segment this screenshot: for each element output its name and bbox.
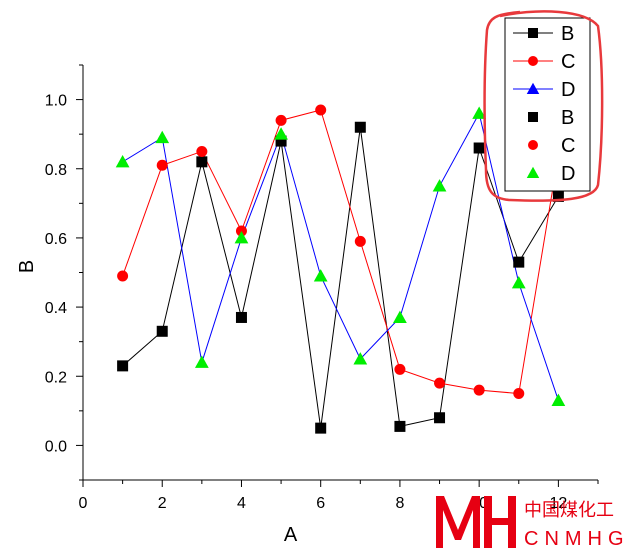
x-axis-title: A bbox=[284, 524, 298, 546]
series-markers-D bbox=[115, 106, 566, 406]
data-point bbox=[274, 127, 288, 140]
x-tick-label: 4 bbox=[237, 495, 246, 512]
data-point bbox=[472, 106, 487, 119]
legend-label: D bbox=[561, 163, 575, 185]
legend-entry: D bbox=[526, 163, 575, 185]
data-point bbox=[394, 420, 406, 432]
data-point bbox=[551, 393, 566, 406]
series-line-C bbox=[122, 109, 559, 395]
series-path bbox=[122, 109, 559, 395]
data-point bbox=[432, 179, 447, 192]
watermark-logo: 中国煤化工 CNMHG bbox=[436, 496, 627, 550]
legend-marker-swatch bbox=[528, 28, 538, 38]
legend-box bbox=[504, 17, 591, 192]
data-point bbox=[354, 235, 366, 247]
data-point bbox=[394, 363, 406, 375]
data-point bbox=[196, 156, 208, 168]
data-point bbox=[234, 231, 249, 244]
legend-marker-swatch bbox=[528, 56, 538, 66]
legend-label: D bbox=[561, 79, 575, 101]
data-point bbox=[275, 135, 287, 147]
legend-marker-swatch bbox=[528, 112, 538, 122]
data-point bbox=[155, 130, 170, 144]
legend-label: C bbox=[561, 135, 575, 157]
data-point bbox=[473, 142, 485, 154]
x-tick-label: 2 bbox=[158, 495, 167, 512]
y-tick-label: 0.4 bbox=[45, 300, 67, 317]
watermark-mark bbox=[436, 496, 516, 548]
watermark-text-en: CNMHG bbox=[524, 528, 627, 550]
data-point bbox=[434, 412, 446, 424]
data-point bbox=[513, 256, 525, 268]
data-point bbox=[354, 121, 366, 133]
series-markers-B bbox=[117, 121, 564, 434]
data-point bbox=[196, 145, 208, 157]
data-point bbox=[115, 154, 130, 168]
x-tick-label: 6 bbox=[316, 495, 325, 512]
data-point bbox=[315, 422, 327, 434]
data-point bbox=[353, 352, 368, 365]
legend-marker-swatch bbox=[526, 82, 540, 94]
data-point bbox=[513, 388, 525, 400]
legend-entry: B bbox=[513, 23, 574, 45]
data-point bbox=[156, 159, 168, 171]
data-point bbox=[156, 325, 168, 337]
series-layer bbox=[115, 104, 566, 434]
y-tick-label: 0.6 bbox=[45, 231, 67, 248]
data-point bbox=[235, 225, 247, 237]
data-point bbox=[117, 360, 129, 372]
legend-entry: D bbox=[513, 79, 575, 101]
series-line-markers-C bbox=[117, 104, 564, 399]
legend-entry: B bbox=[528, 107, 574, 129]
legend-label: C bbox=[561, 51, 575, 73]
data-point bbox=[313, 269, 328, 282]
legend-label: B bbox=[561, 107, 574, 129]
legend-entry: C bbox=[513, 51, 575, 73]
data-point bbox=[434, 377, 446, 389]
data-point bbox=[117, 270, 129, 282]
y-tick-label: 1.0 bbox=[45, 93, 67, 110]
watermark-text-cn: 中国煤化工 bbox=[524, 500, 614, 520]
data-point bbox=[511, 276, 526, 289]
series-markers-C bbox=[117, 104, 564, 400]
data-point bbox=[194, 355, 209, 368]
legend-marker-swatch bbox=[526, 166, 540, 178]
legend-annotation-outline bbox=[483, 10, 604, 202]
data-point bbox=[235, 311, 247, 323]
data-point bbox=[473, 384, 485, 396]
y-tick-label: 0.0 bbox=[45, 438, 67, 455]
legend-marker-swatch bbox=[528, 140, 538, 150]
legend-entry: C bbox=[528, 135, 575, 157]
y-axis-title: B bbox=[16, 260, 38, 273]
data-point bbox=[552, 190, 564, 202]
data-point bbox=[275, 114, 287, 126]
data-point bbox=[393, 310, 407, 323]
axes: 0246810120.00.20.40.60.81.0AB bbox=[16, 64, 599, 546]
y-tick-label: 0.2 bbox=[45, 369, 67, 386]
legend-label: B bbox=[561, 23, 574, 45]
x-tick-label: 0 bbox=[79, 495, 88, 512]
x-tick-label: 12 bbox=[549, 495, 567, 512]
x-tick-label: 8 bbox=[395, 495, 404, 512]
data-point bbox=[315, 104, 327, 116]
y-tick-label: 0.8 bbox=[45, 162, 67, 179]
